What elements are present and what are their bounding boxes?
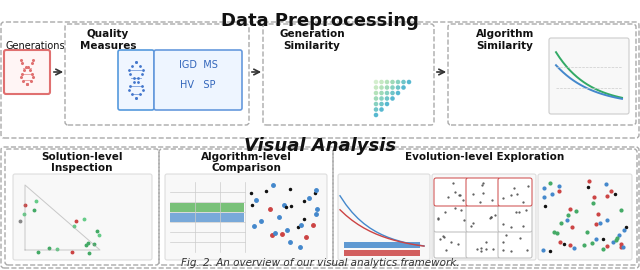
Circle shape xyxy=(391,86,394,89)
FancyBboxPatch shape xyxy=(498,204,532,232)
FancyBboxPatch shape xyxy=(538,174,632,260)
Text: Measures: Measures xyxy=(80,41,136,51)
FancyBboxPatch shape xyxy=(434,178,468,206)
Circle shape xyxy=(385,97,388,100)
Text: Similarity: Similarity xyxy=(477,41,533,51)
Bar xyxy=(170,213,244,222)
Circle shape xyxy=(396,92,399,94)
Circle shape xyxy=(380,80,383,84)
Circle shape xyxy=(408,80,411,84)
Bar xyxy=(170,203,244,212)
Circle shape xyxy=(374,92,378,94)
FancyBboxPatch shape xyxy=(4,50,50,94)
Text: Fig. 2. An overview of our visual analytics framework.: Fig. 2. An overview of our visual analyt… xyxy=(180,258,460,268)
Text: Generations: Generations xyxy=(6,41,66,51)
FancyBboxPatch shape xyxy=(466,204,500,232)
Circle shape xyxy=(385,102,388,106)
Circle shape xyxy=(374,86,378,89)
FancyBboxPatch shape xyxy=(466,230,500,258)
Text: Data Preprocessing: Data Preprocessing xyxy=(221,12,419,30)
Circle shape xyxy=(374,113,378,117)
Bar xyxy=(344,250,420,256)
FancyBboxPatch shape xyxy=(434,204,468,232)
FancyBboxPatch shape xyxy=(549,38,629,114)
Text: Solution-level: Solution-level xyxy=(41,152,123,162)
FancyBboxPatch shape xyxy=(118,50,154,110)
Circle shape xyxy=(374,102,378,106)
Bar xyxy=(344,242,420,248)
Circle shape xyxy=(396,80,399,84)
Circle shape xyxy=(380,102,383,106)
FancyBboxPatch shape xyxy=(498,178,532,206)
Circle shape xyxy=(374,97,378,100)
Text: HV   SP: HV SP xyxy=(180,80,216,90)
FancyBboxPatch shape xyxy=(165,174,327,260)
Text: Algorithm: Algorithm xyxy=(476,29,534,39)
Text: Algorithm-level: Algorithm-level xyxy=(200,152,291,162)
FancyBboxPatch shape xyxy=(498,230,532,258)
FancyBboxPatch shape xyxy=(338,174,430,260)
Circle shape xyxy=(402,86,405,89)
Circle shape xyxy=(374,108,378,111)
Text: Inspection: Inspection xyxy=(51,163,113,173)
Text: Quality: Quality xyxy=(87,29,129,39)
Circle shape xyxy=(391,97,394,100)
FancyBboxPatch shape xyxy=(432,174,536,260)
FancyBboxPatch shape xyxy=(154,50,242,110)
Circle shape xyxy=(385,92,388,94)
FancyBboxPatch shape xyxy=(13,174,152,260)
Text: IGD  MS: IGD MS xyxy=(179,60,218,70)
Circle shape xyxy=(374,80,378,84)
Circle shape xyxy=(402,80,405,84)
Circle shape xyxy=(380,86,383,89)
Circle shape xyxy=(380,92,383,94)
Circle shape xyxy=(385,80,388,84)
Circle shape xyxy=(391,80,394,84)
Circle shape xyxy=(396,86,399,89)
Text: Evolution-level Exploration: Evolution-level Exploration xyxy=(405,152,564,162)
Text: Comparison: Comparison xyxy=(211,163,281,173)
Circle shape xyxy=(380,108,383,111)
Text: Visual Analysis: Visual Analysis xyxy=(244,137,396,155)
Circle shape xyxy=(391,92,394,94)
Text: Similarity: Similarity xyxy=(284,41,340,51)
FancyBboxPatch shape xyxy=(466,178,500,206)
FancyBboxPatch shape xyxy=(434,230,468,258)
Circle shape xyxy=(385,86,388,89)
Text: Generation: Generation xyxy=(279,29,345,39)
Circle shape xyxy=(380,97,383,100)
